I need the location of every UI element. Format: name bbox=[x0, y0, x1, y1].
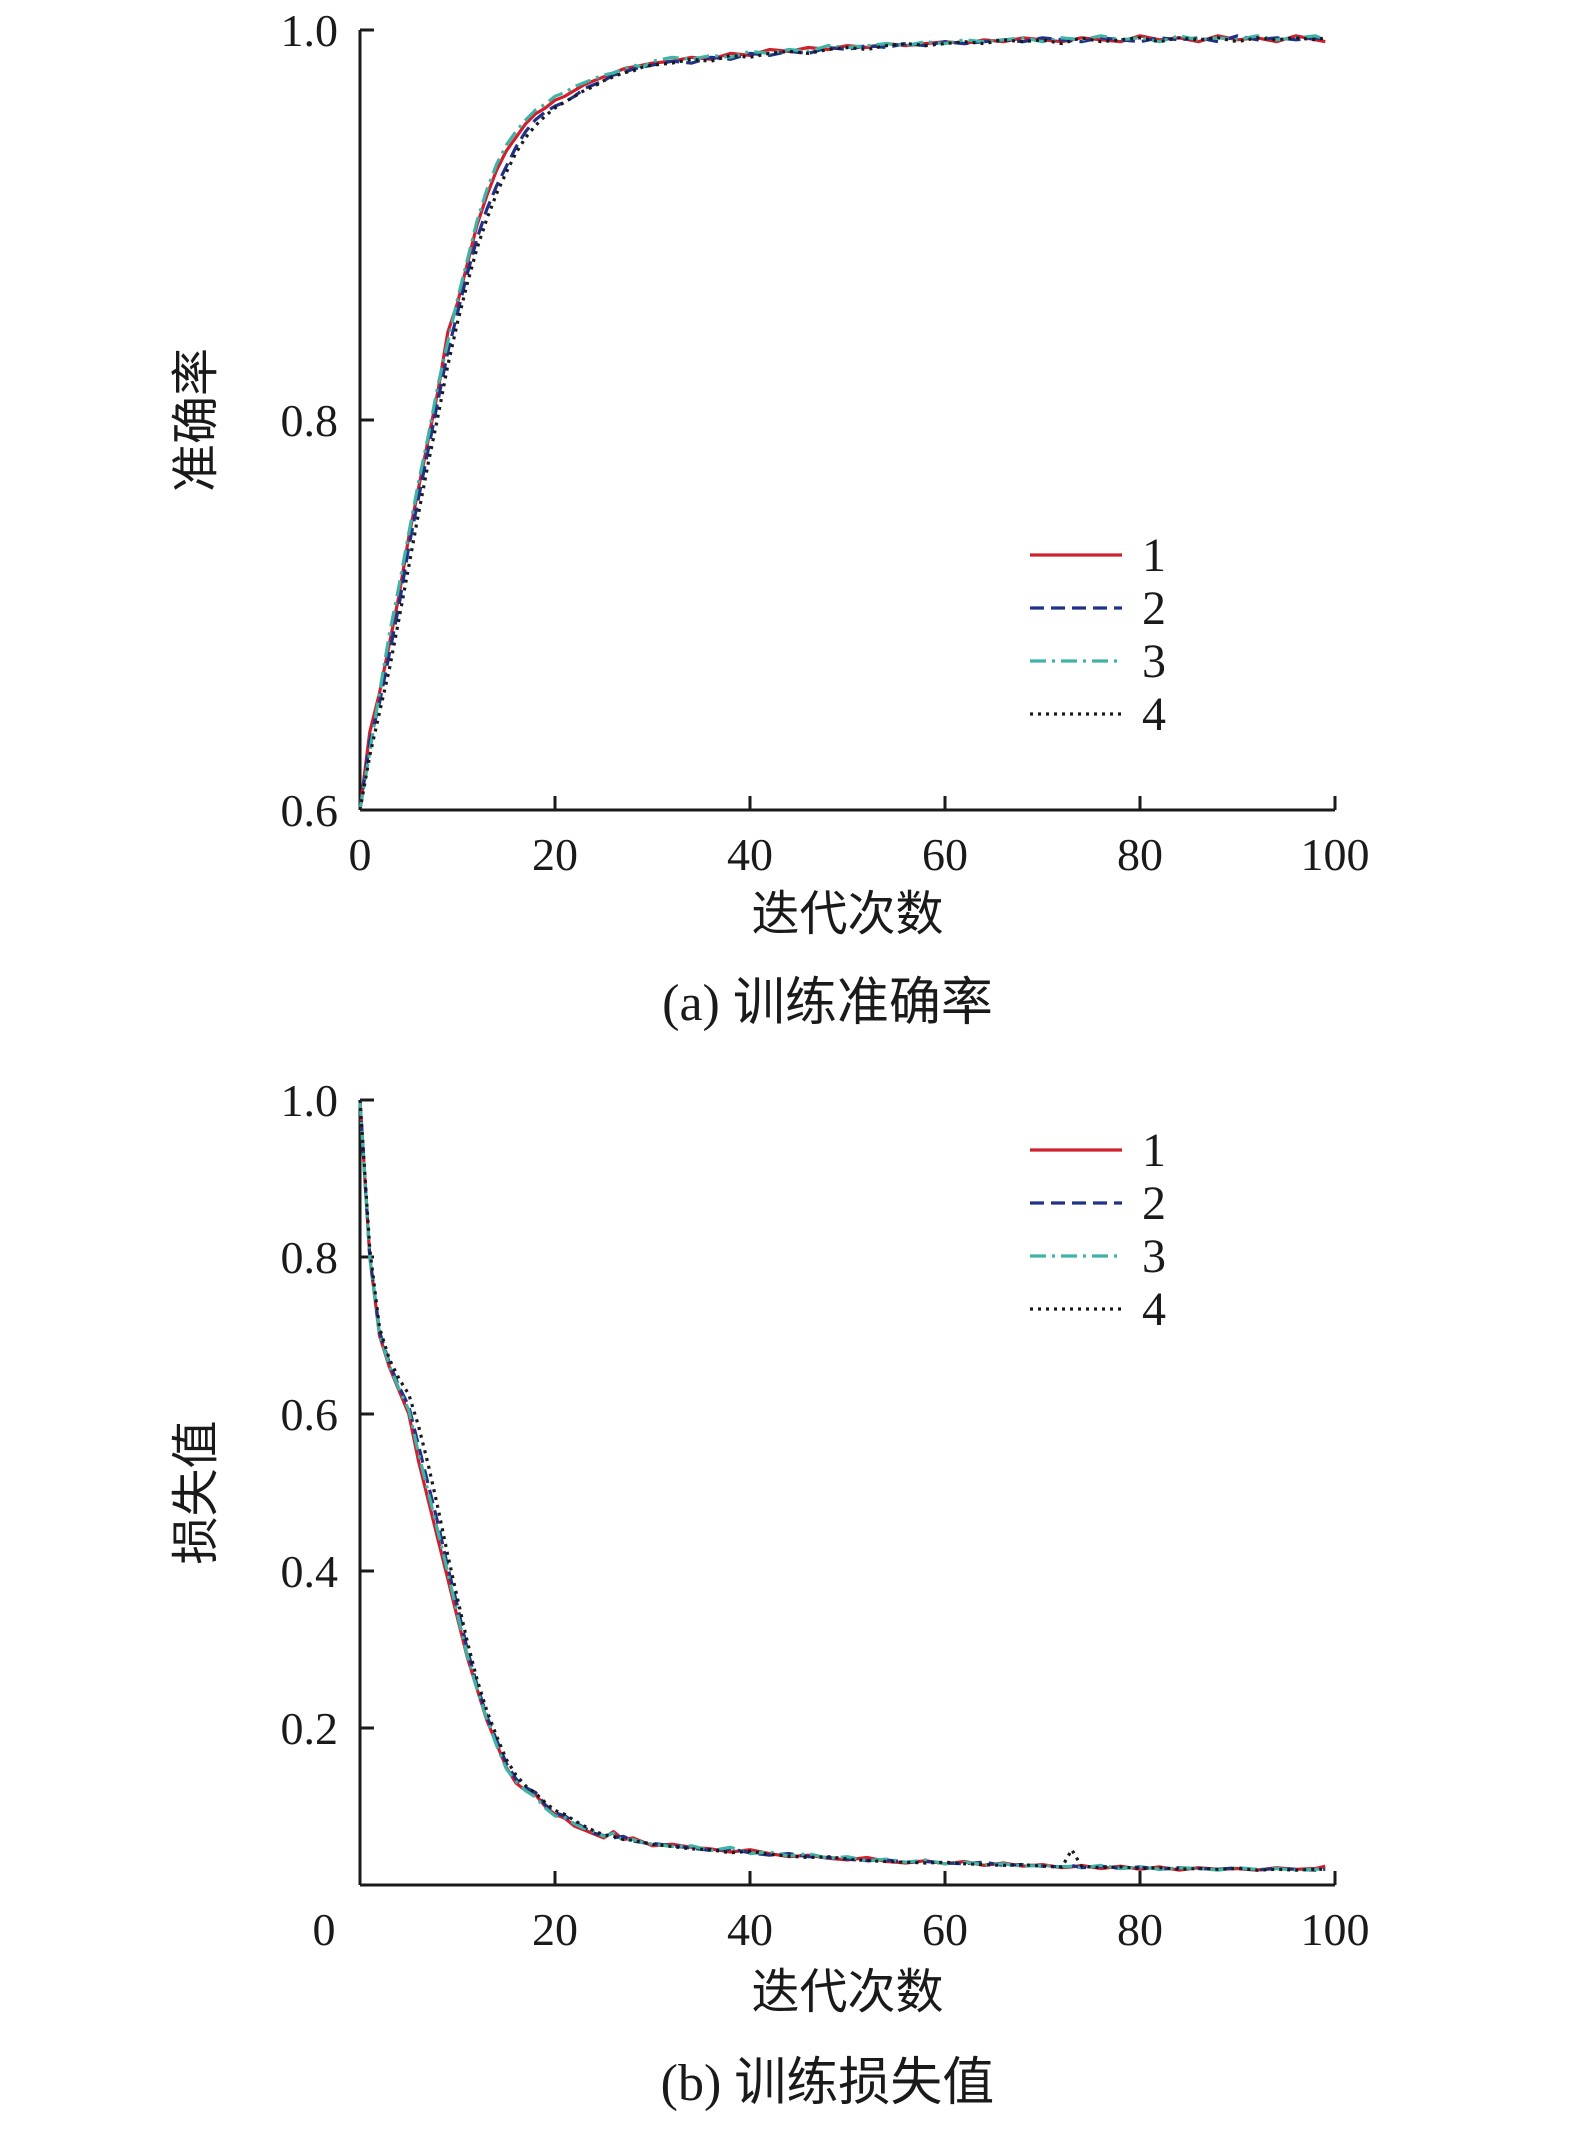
panel-a-series-4-line bbox=[358, 36, 1326, 811]
panel-b-x-tick-label: 60 bbox=[922, 1904, 968, 1955]
panel-a-x-axis-label: 迭代次数 bbox=[751, 888, 943, 941]
panel-b-legend-label-2: 2 bbox=[1142, 1177, 1166, 1230]
panel-b-y-tick-label: 1.0 bbox=[281, 1075, 339, 1126]
panel-b-legend-label-1: 1 bbox=[1142, 1124, 1166, 1177]
panel-a-legend-label-1: 1 bbox=[1142, 529, 1166, 582]
panel-b-y-axis-label: 损失值 bbox=[170, 1420, 223, 1564]
panel-a: 0 20 40 60 80 100 0.6 0.8 1.0 迭代次数 准确率 (a) 训练准确率 123… bbox=[170, 5, 1370, 1032]
panel-b-x-tick-label: 0 bbox=[313, 1904, 336, 1955]
panel-b-x-axis-label: 迭代次数 bbox=[751, 1966, 943, 2019]
panel-b: 0 20 40 60 80 100 0.2 0.4 0.6 0.8 1.0 迭代次数 损失值 (b) 训练… bbox=[170, 1075, 1370, 2112]
panel-b-series-2-line bbox=[358, 1099, 1326, 1872]
panel-b-y-tick-label: 0.6 bbox=[281, 1389, 339, 1440]
panel-b-series-3-line bbox=[358, 1099, 1326, 1872]
panel-b-x-tick-label: 20 bbox=[532, 1904, 578, 1955]
panel-b-y-tick-label: 0.2 bbox=[281, 1703, 339, 1754]
panel-a-series-1-line bbox=[358, 34, 1326, 811]
panel-a-x-tick-label: 60 bbox=[922, 829, 968, 880]
panel-a-x-tick-label: 80 bbox=[1117, 829, 1163, 880]
panel-b-y-tick-label: 0.8 bbox=[281, 1232, 339, 1283]
panel-b-x-tick-label: 100 bbox=[1301, 1904, 1370, 1955]
panel-b-series-4-line bbox=[358, 1099, 1326, 1872]
panel-b-x-tick-label: 80 bbox=[1117, 1904, 1163, 1955]
panel-a-y-axis-label: 准确率 bbox=[170, 348, 223, 492]
panel-a-legend-label-2: 2 bbox=[1142, 582, 1166, 635]
panel-a-x-tick-label: 0 bbox=[349, 829, 372, 880]
panel-a-y-tick-label: 0.8 bbox=[281, 395, 339, 446]
panel-a-x-tick-label: 20 bbox=[532, 829, 578, 880]
panel-b-caption: (b) 训练损失值 bbox=[661, 2055, 995, 2112]
panel-b-legend-label-4: 4 bbox=[1142, 1283, 1166, 1336]
panel-a-y-tick-label: 0.6 bbox=[281, 785, 339, 836]
panel-a-x-tick-label: 100 bbox=[1301, 829, 1370, 880]
panel-a-y-tick-label: 1.0 bbox=[281, 5, 339, 56]
panel-a-legend-label-3: 3 bbox=[1142, 635, 1166, 688]
panel-a-legend-label-4: 4 bbox=[1142, 688, 1166, 741]
panel-b-series-1-line bbox=[358, 1099, 1326, 1872]
panel-b-x-tick-label: 40 bbox=[727, 1904, 773, 1955]
panel-b-y-tick-label: 0.4 bbox=[281, 1546, 339, 1597]
panel-a-x-tick-label: 40 bbox=[727, 829, 773, 880]
panel-b-legend-label-3: 3 bbox=[1142, 1230, 1166, 1283]
panel-a-caption: (a) 训练准确率 bbox=[662, 975, 993, 1032]
